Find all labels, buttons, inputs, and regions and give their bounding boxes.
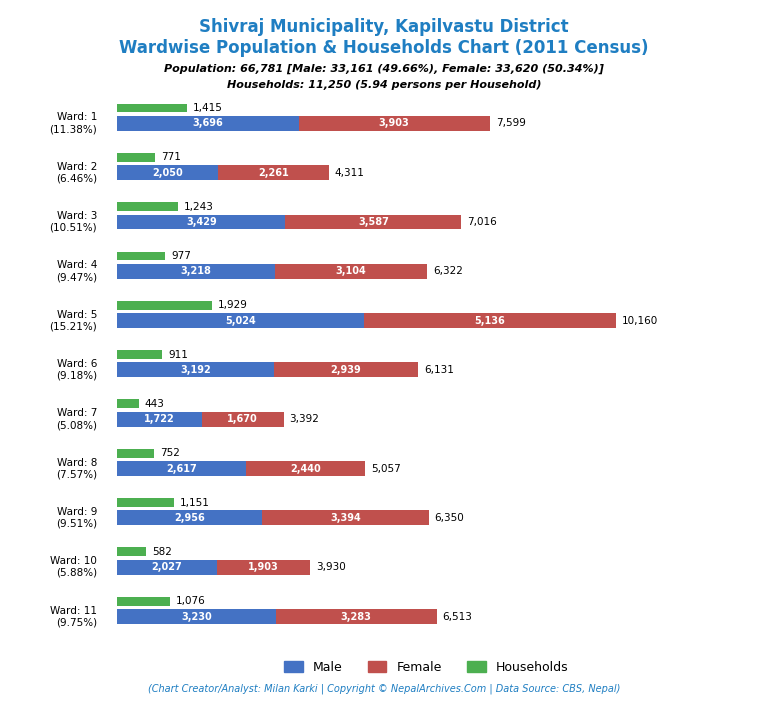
Text: 1,670: 1,670 — [227, 414, 258, 424]
Bar — [118, 104, 187, 112]
Text: 3,903: 3,903 — [379, 119, 409, 129]
Text: 5,057: 5,057 — [371, 464, 401, 474]
Text: 6,131: 6,131 — [424, 365, 454, 375]
Bar — [276, 609, 437, 624]
Text: 3,218: 3,218 — [180, 266, 212, 276]
Text: 3,696: 3,696 — [193, 119, 223, 129]
Text: 1,415: 1,415 — [193, 103, 223, 113]
Text: 2,440: 2,440 — [290, 464, 321, 474]
Text: 3,394: 3,394 — [330, 513, 361, 523]
Bar — [118, 498, 174, 507]
Text: Shivraj Municipality, Kapilvastu District: Shivraj Municipality, Kapilvastu Distric… — [199, 18, 569, 36]
Text: 1,076: 1,076 — [176, 596, 206, 606]
Bar — [118, 165, 218, 180]
Bar — [118, 363, 274, 377]
Text: 3,429: 3,429 — [186, 217, 217, 227]
Text: 3,587: 3,587 — [358, 217, 389, 227]
Text: (Chart Creator/Analyst: Milan Karki | Copyright © NepalArchives.Com | Data Sourc: (Chart Creator/Analyst: Milan Karki | Co… — [147, 684, 621, 694]
Text: 2,939: 2,939 — [330, 365, 361, 375]
Text: 582: 582 — [152, 547, 171, 557]
Legend: Male, Female, Households: Male, Female, Households — [280, 656, 573, 679]
Text: 1,722: 1,722 — [144, 414, 175, 424]
Bar — [118, 301, 212, 310]
Bar — [118, 597, 170, 606]
Bar — [246, 461, 366, 476]
Bar — [118, 313, 364, 328]
Bar — [118, 350, 162, 359]
Bar — [118, 461, 246, 476]
Text: 4,311: 4,311 — [335, 168, 365, 178]
Bar — [118, 264, 275, 278]
Bar — [118, 412, 202, 427]
Bar — [299, 116, 490, 131]
Text: 2,617: 2,617 — [166, 464, 197, 474]
Text: 977: 977 — [171, 251, 191, 261]
Text: 3,392: 3,392 — [290, 414, 319, 424]
Bar — [262, 510, 429, 525]
Text: 443: 443 — [145, 399, 165, 409]
Bar — [118, 449, 154, 458]
Text: Households: 11,250 (5.94 persons per Household): Households: 11,250 (5.94 persons per Hou… — [227, 80, 541, 90]
Bar — [118, 251, 165, 261]
Text: 2,956: 2,956 — [174, 513, 205, 523]
Text: Population: 66,781 [Male: 33,161 (49.66%), Female: 33,620 (50.34%)]: Population: 66,781 [Male: 33,161 (49.66%… — [164, 64, 604, 74]
Text: 5,136: 5,136 — [474, 315, 505, 326]
Bar — [118, 609, 276, 624]
Text: 1,151: 1,151 — [180, 498, 210, 508]
Text: 752: 752 — [160, 448, 180, 458]
Bar — [118, 202, 178, 211]
Bar — [364, 313, 615, 328]
Text: 3,104: 3,104 — [336, 266, 366, 276]
Bar — [118, 547, 146, 557]
Text: 7,599: 7,599 — [496, 119, 525, 129]
Text: 7,016: 7,016 — [467, 217, 497, 227]
Bar — [118, 400, 139, 408]
Bar — [286, 214, 462, 229]
Text: 771: 771 — [161, 153, 181, 163]
Text: 10,160: 10,160 — [621, 315, 657, 326]
Text: 6,322: 6,322 — [433, 266, 463, 276]
Text: 2,027: 2,027 — [151, 562, 182, 572]
Text: 911: 911 — [168, 349, 187, 359]
Bar — [118, 559, 217, 574]
Bar — [274, 363, 418, 377]
Text: 6,350: 6,350 — [435, 513, 465, 523]
Text: 3,192: 3,192 — [180, 365, 211, 375]
Text: 3,283: 3,283 — [341, 611, 372, 621]
Text: 1,929: 1,929 — [218, 300, 247, 310]
Text: Wardwise Population & Households Chart (2011 Census): Wardwise Population & Households Chart (… — [119, 39, 649, 57]
Text: 2,261: 2,261 — [258, 168, 289, 178]
Text: 3,930: 3,930 — [316, 562, 346, 572]
Text: 1,243: 1,243 — [184, 202, 214, 212]
Bar — [218, 165, 329, 180]
Text: 2,050: 2,050 — [152, 168, 183, 178]
Text: 6,513: 6,513 — [442, 611, 472, 621]
Text: 3,230: 3,230 — [181, 611, 212, 621]
Bar — [118, 153, 155, 162]
Bar — [118, 214, 286, 229]
Bar — [118, 510, 262, 525]
Bar — [275, 264, 427, 278]
Bar — [118, 116, 299, 131]
Text: 1,903: 1,903 — [248, 562, 279, 572]
Bar — [202, 412, 283, 427]
Text: 5,024: 5,024 — [225, 315, 256, 326]
Bar — [217, 559, 310, 574]
